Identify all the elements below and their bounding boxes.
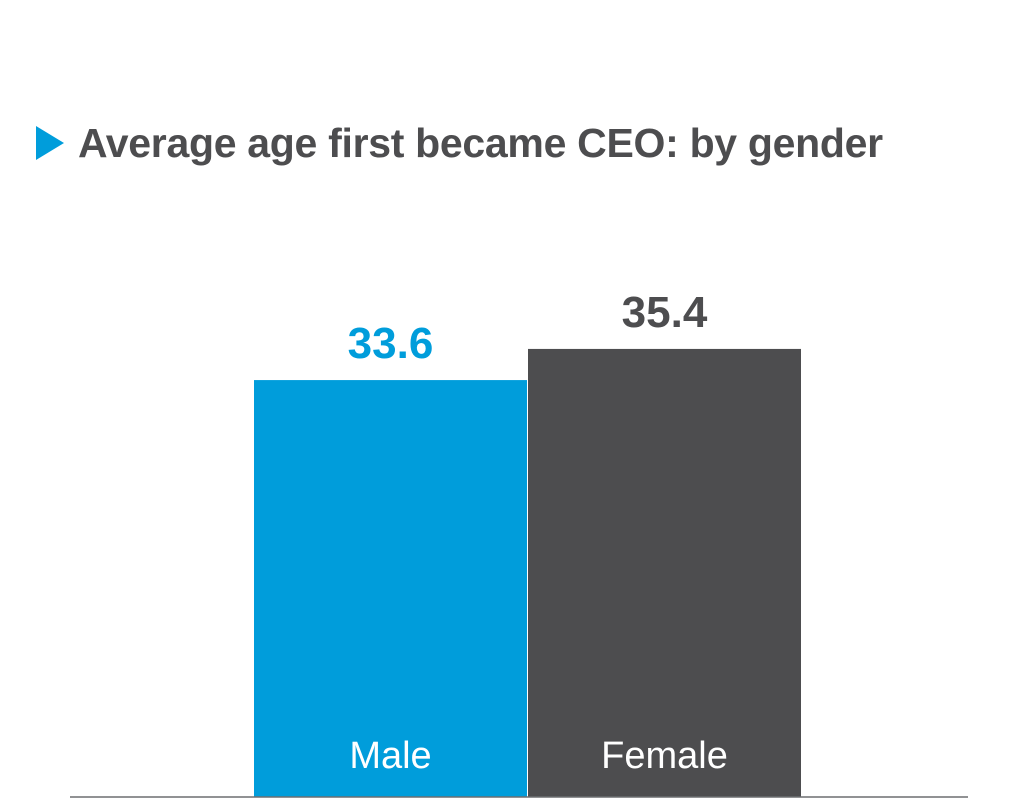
bar-male <box>254 380 527 797</box>
bars-layer: 33.6 Male 35.4 Female <box>254 288 801 797</box>
play-triangle-icon <box>36 126 64 160</box>
chart-title: Average age first became CEO: by gender <box>78 119 883 166</box>
category-label-female: Female <box>601 735 728 777</box>
category-label-male: Male <box>349 735 431 777</box>
value-label-female: 35.4 <box>622 288 708 337</box>
value-label-male: 33.6 <box>348 319 434 368</box>
chart-title-row: Average age first became CEO: by gender <box>36 118 883 168</box>
bar-female <box>528 348 801 797</box>
